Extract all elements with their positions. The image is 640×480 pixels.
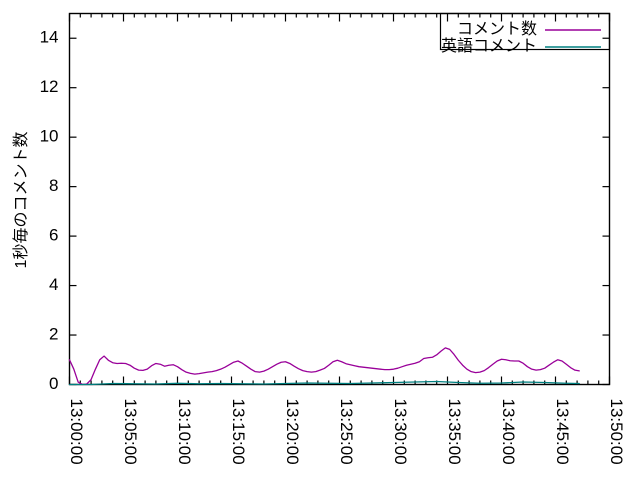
y-axis: 0 2 4 6 8 10 12 14: [40, 28, 610, 393]
x-tick-label: 13:35:00: [445, 399, 464, 465]
x-axis: 13:00:00 13:05:00 13:10:00 13:15:00 13:20:00…: [67, 13, 626, 465]
series-line-english-comment: [68, 380, 580, 386]
legend-box: [439, 12, 611, 51]
x-tick-label: 13:40:00: [499, 399, 518, 465]
y-tick-label: 14: [40, 28, 59, 47]
x-tick-label: 13:30:00: [391, 399, 410, 465]
legend-label-english-comment: 英語コメント: [441, 37, 537, 55]
chart-legend: コメント数 英語コメント: [439, 12, 611, 55]
y-tick-label: 8: [49, 176, 58, 195]
y-tick-label: 6: [49, 226, 58, 245]
y-axis-title: 1秒毎のコメント数: [12, 132, 30, 269]
x-tick-label: 13:15:00: [229, 399, 248, 465]
plot-border: [68, 12, 611, 386]
x-tick-label: 13:10:00: [175, 399, 194, 465]
y-tick-label: 10: [40, 127, 59, 146]
y-tick-label: 0: [49, 374, 58, 393]
series-lines: [68, 347, 580, 386]
series-line-comment-count: [68, 347, 580, 386]
y-tick-label: 4: [49, 275, 58, 294]
x-tick-label: 13:05:00: [121, 399, 140, 465]
x-tick-label: 13:50:00: [607, 399, 626, 465]
y-tick-label: 12: [40, 77, 59, 96]
x-tick-label: 13:00:00: [67, 399, 86, 465]
y-tick-label: 2: [49, 325, 58, 344]
legend-label-comment-count: コメント数: [457, 20, 537, 38]
x-tick-label: 13:45:00: [553, 399, 572, 465]
x-tick-label: 13:25:00: [337, 399, 356, 465]
x-tick-label: 13:20:00: [283, 399, 302, 465]
